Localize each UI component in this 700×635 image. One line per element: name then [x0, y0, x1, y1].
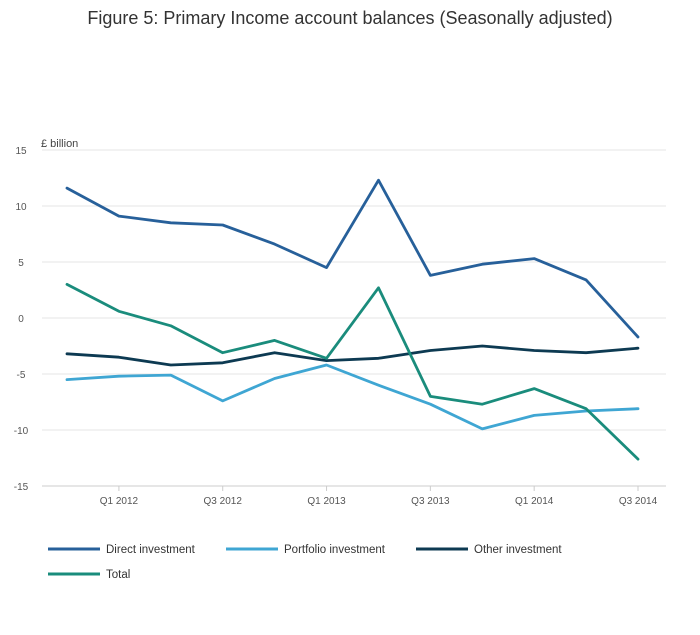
x-tick-label: Q3 2013	[411, 496, 450, 507]
legend-label-direct-investment: Direct investment	[106, 544, 196, 556]
x-tick-label: Q1 2012	[100, 496, 139, 507]
legend-label-portfolio-investment: Portfolio investment	[284, 544, 386, 556]
x-tick-label: Q3 2012	[204, 496, 243, 507]
chart-title: Figure 5: Primary Income account balance…	[87, 8, 612, 28]
x-tick-label: Q1 2013	[307, 496, 346, 507]
series-line-total	[65, 282, 640, 461]
legend-label-other-investment: Other investment	[474, 544, 562, 556]
series-lines	[65, 178, 640, 461]
y-tick-label: 15	[15, 146, 27, 157]
y-tick-label: -5	[17, 370, 26, 381]
y-axis-ticks: 15 10 5 0 -5 -10 -15	[14, 146, 29, 493]
y-tick-label: 5	[18, 258, 24, 269]
series-line-portfolio-investment	[65, 363, 640, 431]
x-tick-label: Q1 2014	[515, 496, 554, 507]
y-tick-label: 10	[15, 202, 27, 213]
x-tick-label: Q3 2014	[619, 496, 658, 507]
y-tick-label: 0	[18, 314, 24, 325]
y-tick-label: -10	[14, 426, 29, 437]
gridlines	[42, 149, 666, 487]
series-line-direct-investment	[65, 178, 640, 339]
y-axis-unit-label: £ billion	[41, 138, 78, 150]
legend-label-total: Total	[106, 569, 130, 581]
legend: Direct investment Portfolio investment Oth…	[48, 544, 562, 581]
y-tick-label: -15	[14, 482, 29, 493]
series-line-other-investment	[65, 344, 640, 367]
x-axis-ticks: Q1 2012 Q3 2012 Q1 2013 Q3 2013 Q1 2014 Q3 20…	[100, 486, 658, 507]
